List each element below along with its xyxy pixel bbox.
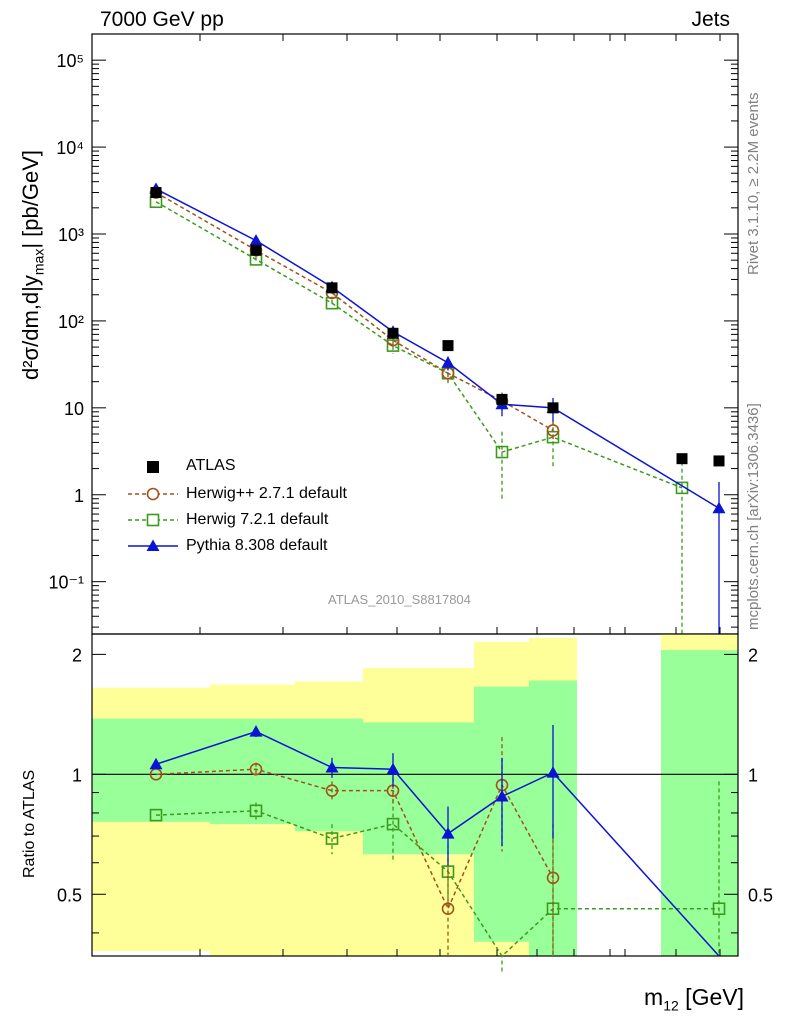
- data-point: [249, 234, 263, 246]
- data-point: [676, 453, 688, 465]
- uncertainty-band-inner: [661, 650, 738, 956]
- y-tick-label: 10⁵: [57, 51, 84, 71]
- ratio-tick-label: 2: [748, 645, 758, 665]
- data-point: [386, 817, 400, 831]
- legend-label-atlas: ATLAS: [186, 457, 236, 474]
- data-point: [675, 481, 689, 495]
- data-point: [712, 501, 726, 514]
- data-point: [387, 327, 399, 339]
- data-point: [149, 757, 163, 770]
- legend-marker-atlas: [147, 461, 159, 473]
- uncertainty-band-inner: [92, 718, 210, 822]
- data-point: [442, 340, 454, 352]
- y-axis-label-main: d²σ/dm,d|y: [18, 275, 43, 380]
- ratio-tick-label: 0.5: [57, 885, 82, 905]
- y-tick-label: 10³: [58, 225, 84, 245]
- data-point: [441, 902, 455, 916]
- process-title: Jets: [691, 8, 730, 31]
- data-point: [326, 282, 338, 294]
- data-point: [495, 789, 509, 802]
- y-axis-label-tail: | [pb/GeV]: [18, 150, 43, 249]
- series-line: [155, 730, 720, 957]
- data-point: [249, 804, 263, 818]
- data-point: [386, 762, 400, 775]
- data-point: [496, 393, 508, 405]
- legend-marker-pythia: [146, 539, 160, 551]
- data-point: [249, 725, 263, 737]
- data-point: [149, 808, 163, 822]
- y-axis-label: d²σ/dm,d|ymax| [pb/GeV]: [18, 150, 46, 380]
- data-point: [386, 339, 400, 352]
- ratio-bands: [92, 634, 738, 956]
- y-tick-label: 10²: [58, 312, 84, 332]
- data-point: [495, 445, 509, 459]
- legend-label-herwigpp: Herwig++ 2.7.1 default: [186, 485, 347, 502]
- series-line: [155, 191, 554, 432]
- y-axis-ticks: 10⁻¹ 1 10 10² 10³ 10⁴ 10⁵: [48, 33, 738, 628]
- x-axis-label-unit: [GeV]: [678, 984, 744, 1010]
- y-tick-label: 10: [64, 399, 84, 419]
- main-panel: 10⁻¹ 1 10 10² 10³ 10⁴ 10⁵: [48, 33, 739, 635]
- ratio-panel: 0.5 0.5 1 1 2 2: [57, 34, 773, 972]
- ratio-frame: [91, 633, 739, 957]
- ratio-tick-label: 2: [72, 645, 82, 665]
- data-point: [547, 402, 559, 414]
- y-tick-label: 10⁴: [56, 138, 84, 158]
- ratio-y-ticks: 0.5 0.5 1 1 2 2: [57, 645, 773, 934]
- data-point: [249, 762, 263, 776]
- x-axis-label: m12 [GeV]: [644, 984, 744, 1014]
- ratio-tick-label: 1: [748, 765, 758, 785]
- series-line: [155, 810, 719, 958]
- ratio-axis-label: Ratio to ATLAS: [21, 769, 38, 878]
- data-point: [712, 902, 726, 916]
- data-point: [150, 187, 162, 199]
- y-axis-label-sub: max: [30, 248, 47, 276]
- rivet-version-text: Rivet 3.1.10, ≥ 2.2M events: [745, 92, 762, 276]
- legend-marker-herwig7: [146, 513, 160, 527]
- legend-marker-herwigpp: [146, 487, 160, 501]
- data-point: [546, 766, 560, 778]
- ratio-tick-label: 1: [72, 765, 82, 785]
- data-point: [325, 832, 339, 845]
- data-point: [441, 356, 455, 368]
- data-point: [325, 784, 339, 797]
- data-point: [441, 827, 455, 839]
- data-point: [325, 761, 339, 773]
- legend-label-pythia: Pythia 8.308 default: [186, 537, 328, 554]
- data-point: [713, 455, 725, 467]
- energy-title: 7000 GeV pp: [100, 8, 224, 31]
- x-axis-label-main: m: [644, 984, 664, 1010]
- uncertainty-band-inner: [363, 722, 420, 855]
- legend: [128, 461, 178, 551]
- series-line: [155, 201, 683, 489]
- y-tick-label: 1: [74, 486, 84, 506]
- data-point: [250, 244, 262, 256]
- data-point: [546, 871, 560, 885]
- series-line: [155, 188, 720, 509]
- ratio-tick-label: 0.5: [748, 885, 773, 905]
- y-tick-label: 10⁻¹: [48, 573, 84, 593]
- mcplots-reference-text: mcplots.cern.ch [arXiv:1306.3436]: [745, 403, 762, 630]
- legend-label-herwig7: Herwig 7.2.1 default: [186, 511, 329, 528]
- x-axis-label-sub: 12: [663, 997, 679, 1014]
- data-point: [546, 424, 560, 437]
- x-axis-ticks: [91, 34, 721, 956]
- analysis-id: ATLAS_2010_S8817804: [328, 592, 471, 607]
